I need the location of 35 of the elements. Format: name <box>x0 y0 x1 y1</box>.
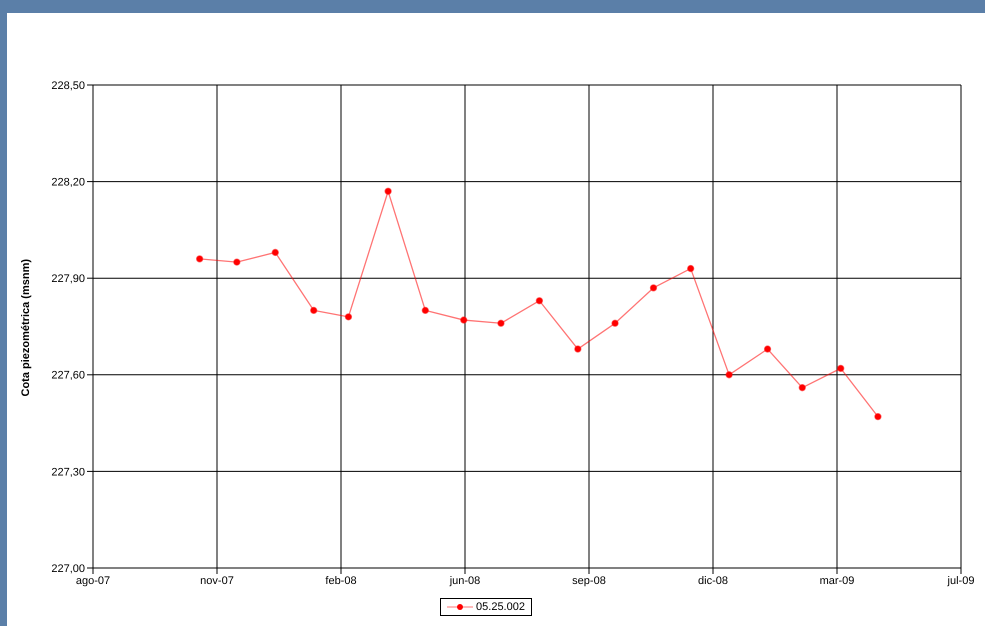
y-tick-label: 228,50 <box>51 80 85 92</box>
point <box>344 313 352 320</box>
point <box>422 306 429 314</box>
point <box>272 248 279 256</box>
point <box>497 320 505 327</box>
x-tick-label: sep-08 <box>572 574 606 587</box>
point <box>574 345 582 353</box>
y-tick-label: 227,30 <box>51 466 85 478</box>
point <box>725 371 733 378</box>
point <box>310 306 318 314</box>
point <box>837 364 844 372</box>
point <box>874 413 882 420</box>
point <box>764 345 772 353</box>
x-tick-label: mar-09 <box>820 574 854 587</box>
y-tick-label: 227,00 <box>51 562 85 575</box>
y-tick-label: 227,60 <box>51 370 85 382</box>
x-tick-label: nov-07 <box>200 574 234 587</box>
y-tick-label: 227,90 <box>51 273 85 286</box>
x-tick-label: dic-08 <box>698 574 728 587</box>
y-axis-title: Cota piezométrica (msnm) <box>20 258 32 396</box>
point <box>798 384 806 392</box>
legend-label: 05.25.002 <box>476 601 525 613</box>
x-tick-label: jul-09 <box>946 574 974 587</box>
point <box>384 188 392 195</box>
point <box>196 255 204 263</box>
y-tick-label: 228,20 <box>51 176 85 189</box>
point <box>536 297 544 304</box>
x-tick-label: feb-08 <box>325 574 357 587</box>
x-tick-label: jun-08 <box>448 574 480 587</box>
x-tick-label: ago-07 <box>76 574 110 587</box>
point <box>611 320 619 327</box>
point <box>460 316 468 324</box>
point <box>650 284 658 292</box>
point <box>687 264 694 272</box>
point <box>233 258 240 266</box>
